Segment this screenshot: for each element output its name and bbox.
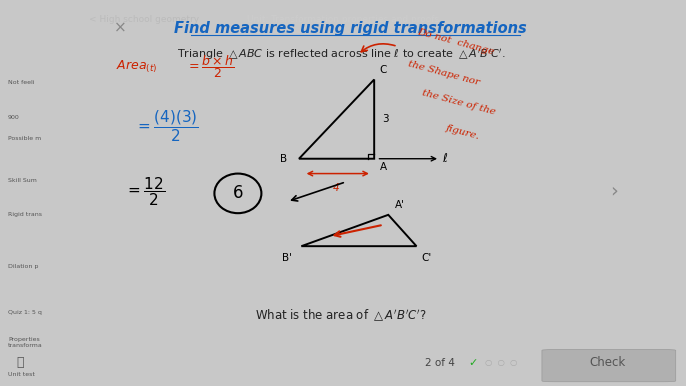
Text: ×: ×: [114, 21, 127, 36]
FancyBboxPatch shape: [542, 349, 676, 382]
Text: $\ell$: $\ell$: [442, 152, 449, 165]
Text: Quiz 1: 5 q: Quiz 1: 5 q: [8, 310, 42, 315]
Text: 4: 4: [333, 183, 340, 193]
Text: 3: 3: [383, 114, 389, 124]
Text: ›: ›: [610, 181, 618, 201]
Text: Unit: Transformation properties and proofs: Unit: Transformation properties and proo…: [247, 15, 439, 24]
Text: 🖊: 🖊: [17, 356, 24, 369]
Text: the Size of the: the Size of the: [421, 88, 497, 117]
Text: C: C: [380, 64, 387, 74]
Text: Triangle $\triangle ABC$ is reflected across line $\ell$ to create $\triangle A': Triangle $\triangle ABC$ is reflected ac…: [177, 47, 506, 62]
Text: $\it{Area}_{(t)}$: $\it{Area}_{(t)}$: [116, 58, 157, 74]
Text: < High school geometry: < High school geometry: [89, 15, 200, 24]
Text: $\mathit{= \dfrac{(4)(3)}{2}}$: $\mathit{= \dfrac{(4)(3)}{2}}$: [134, 108, 198, 144]
Text: B: B: [280, 154, 287, 164]
Text: figure.: figure.: [445, 124, 481, 141]
Text: Find measures using rigid transformations: Find measures using rigid transformation…: [174, 21, 527, 36]
Text: $= \dfrac{12}{2}$: $= \dfrac{12}{2}$: [125, 175, 165, 208]
Text: the Shape nor: the Shape nor: [407, 59, 481, 87]
Text: Possible m: Possible m: [8, 136, 41, 141]
Text: B': B': [282, 253, 292, 263]
Text: Unit test: Unit test: [8, 372, 35, 377]
Text: ○  ○  ○: ○ ○ ○: [484, 358, 517, 367]
Text: Dilation p: Dilation p: [8, 264, 38, 269]
Text: Check: Check: [589, 356, 625, 369]
Text: A': A': [395, 200, 405, 210]
Text: Skill Sum: Skill Sum: [8, 178, 37, 183]
Text: A: A: [380, 162, 387, 172]
Text: Properties
transforma: Properties transforma: [8, 337, 43, 348]
Text: Do not  change: Do not change: [416, 27, 495, 56]
Text: What is the area of $\triangle A'B'C'$?: What is the area of $\triangle A'B'C'$?: [255, 308, 427, 323]
Text: Rigid trans: Rigid trans: [8, 212, 42, 217]
Text: Not feeli: Not feeli: [8, 80, 34, 85]
Text: C': C': [421, 253, 431, 263]
Text: 6: 6: [233, 185, 243, 202]
Text: ✓: ✓: [469, 358, 478, 367]
Text: $\mathit{= \dfrac{b \times h}{2}}$: $\mathit{= \dfrac{b \times h}{2}}$: [186, 53, 235, 80]
Text: 2 of 4: 2 of 4: [425, 358, 456, 367]
Text: 900: 900: [8, 115, 20, 120]
